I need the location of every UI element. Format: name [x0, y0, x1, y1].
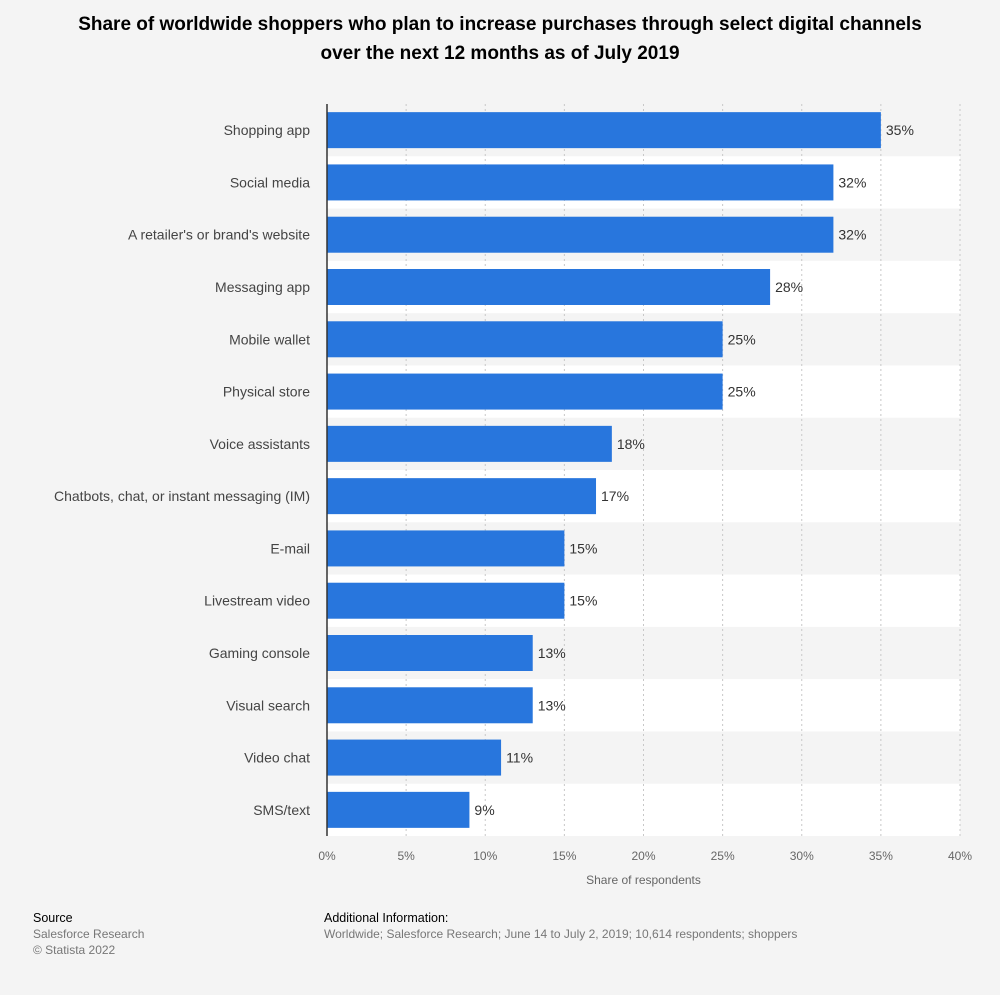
source-heading: Source — [33, 911, 73, 925]
value-label: 15% — [569, 593, 597, 609]
bar-12[interactable] — [327, 687, 533, 724]
copyright: © Statista 2022 — [33, 943, 116, 957]
x-tick-label: 20% — [631, 849, 655, 863]
category-label: Gaming console — [209, 645, 310, 661]
category-label: Voice assistants — [210, 436, 310, 452]
bar-11[interactable] — [327, 635, 533, 671]
category-label: Physical store — [223, 384, 310, 400]
source-block: Source Salesforce Research © Statista 20… — [33, 910, 144, 958]
value-label: 13% — [538, 697, 566, 713]
category-label: Messaging app — [215, 279, 310, 295]
value-label: 25% — [728, 384, 756, 400]
category-label: Video chat — [244, 750, 310, 766]
category-label: A retailer's or brand's website — [128, 227, 310, 243]
bar-9[interactable] — [327, 530, 565, 567]
category-label: Shopping app — [224, 122, 311, 138]
bar-6[interactable] — [327, 373, 723, 410]
category-label: SMS/text — [253, 802, 310, 818]
info-heading: Additional Information: — [324, 911, 449, 925]
x-tick-label: 35% — [869, 849, 893, 863]
x-tick-label: 5% — [397, 849, 415, 863]
value-label: 32% — [838, 227, 866, 243]
value-label: 11% — [506, 750, 533, 766]
value-label: 35% — [886, 122, 914, 138]
bar-2[interactable] — [327, 164, 834, 201]
bar-14[interactable] — [327, 791, 470, 828]
category-label: Mobile wallet — [229, 331, 310, 347]
category-label: Visual search — [226, 697, 310, 713]
category-label: E-mail — [270, 540, 310, 556]
bar-5[interactable] — [327, 321, 723, 358]
bar-chart: Shopping app 35% Social media 32% A retailer… — [54, 104, 972, 887]
x-tick-label: 25% — [711, 849, 735, 863]
value-label: 17% — [601, 488, 629, 504]
value-label: 25% — [728, 331, 756, 347]
x-axis-title: Share of respondents — [586, 873, 701, 887]
value-label: 9% — [474, 802, 494, 818]
category-label: Chatbots, chat, or instant messaging (IM… — [54, 488, 310, 504]
value-label: 18% — [617, 436, 645, 452]
x-tick-label: 15% — [552, 849, 576, 863]
category-label: Social media — [230, 174, 310, 190]
bar-4[interactable] — [327, 269, 771, 305]
additional-info-block: Additional Information: Worldwide; Sales… — [324, 910, 797, 942]
bar-10[interactable] — [327, 582, 565, 619]
chart-title: Share of worldwide shoppers who plan to … — [78, 14, 922, 64]
x-tick-label: 40% — [948, 849, 972, 863]
bar-3[interactable] — [327, 216, 834, 253]
value-label: 13% — [538, 645, 566, 661]
x-tick-label: 30% — [790, 849, 814, 863]
source-name[interactable]: Salesforce Research — [33, 927, 145, 941]
value-label: 15% — [569, 540, 597, 556]
value-label: 28% — [775, 279, 803, 295]
category-label: Livestream video — [204, 593, 310, 609]
bar-13[interactable] — [327, 739, 502, 776]
x-tick-label: 10% — [473, 849, 497, 863]
bar-1[interactable] — [327, 112, 881, 149]
value-label: 32% — [838, 174, 866, 190]
bar-8[interactable] — [327, 478, 597, 515]
info-text: Worldwide; Salesforce Research; June 14 … — [324, 927, 798, 941]
bar-7[interactable] — [327, 425, 612, 462]
x-tick-label: 0% — [318, 849, 336, 863]
